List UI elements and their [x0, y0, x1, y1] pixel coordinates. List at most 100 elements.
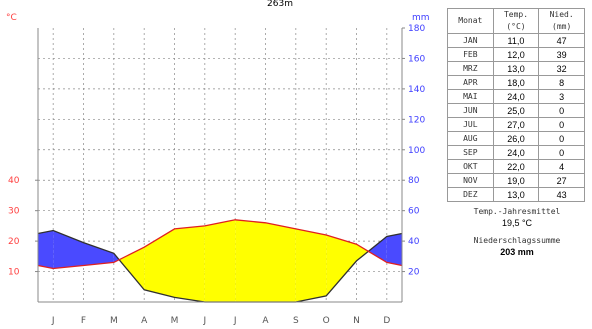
table-cell-month: APR — [447, 75, 494, 90]
table-cell-temp: 12,0 — [492, 47, 540, 62]
table-row: JUL 27,0 0 — [447, 117, 585, 132]
month-tick-label: J — [233, 316, 237, 326]
table-cell-precip: 0 — [538, 131, 585, 146]
right-tick-label: 20 — [408, 268, 420, 278]
table-cell-month: MAI — [447, 89, 494, 104]
climate-table: Monat Temp. (°C) Nied. (mm) JAN 11,0 47 FEB… — [447, 8, 585, 202]
month-tick-label: J — [203, 316, 207, 326]
right-tick-label: 140 — [408, 85, 425, 95]
table-cell-precip: 27 — [538, 173, 585, 188]
table-cell-precip: 3 — [538, 89, 585, 104]
right-tick-label: 60 — [408, 207, 420, 217]
table-cell-precip: 0 — [538, 103, 585, 118]
table-cell-precip: 0 — [538, 145, 585, 160]
table-cell-month: JUL — [447, 117, 494, 132]
humid-period-area — [368, 236, 387, 263]
table-cell-temp: 13,0 — [492, 61, 540, 76]
table-cell-month: AUG — [447, 131, 494, 146]
right-tick-label: 120 — [408, 115, 425, 125]
arid-period-area — [144, 228, 175, 298]
table-cell-temp: 24,0 — [492, 89, 540, 104]
climate-chart: 263m °C mm 10203040204060801001201401601… — [6, 0, 430, 326]
table-row: SEP 24,0 0 — [447, 145, 585, 160]
chart-title: 263m — [267, 0, 293, 9]
left-tick-label: 20 — [8, 237, 20, 247]
table-cell-month: MRZ — [447, 61, 494, 76]
month-tick-label: A — [262, 316, 269, 326]
table-cell-month: SEP — [447, 145, 494, 160]
temperature-curve — [37, 219, 403, 270]
month-tick-label: A — [141, 316, 148, 326]
table-cell-month: DEZ — [447, 187, 494, 202]
table-cell-precip: 32 — [538, 61, 585, 76]
chart-fills — [38, 219, 402, 302]
table-row: DEZ 13,0 43 — [447, 187, 585, 202]
chart-tick-labels: 10 20 30 40 20 40 60 80 100 120 140 160 180 J F M A M J J A S… — [8, 24, 425, 326]
right-tick-label: 80 — [408, 176, 420, 186]
table-cell-precip: 4 — [538, 159, 585, 174]
arid-period-area — [235, 219, 266, 302]
table-cell-temp: 22,0 — [492, 159, 540, 174]
table-cell-temp: 19,0 — [492, 173, 540, 188]
right-tick-label: 100 — [408, 146, 425, 156]
humid-period-area — [38, 230, 54, 269]
month-tick-label: F — [81, 316, 86, 326]
humid-period-area — [386, 233, 402, 266]
table-cell-precip: 39 — [538, 47, 585, 62]
table-cell-temp: 18,0 — [492, 75, 540, 90]
humid-period-area — [83, 242, 114, 266]
precip-sum-value: 203 mm — [500, 247, 534, 257]
month-tick-label: M — [171, 316, 179, 326]
month-tick-label: D — [383, 316, 390, 326]
table-cell-precip: 43 — [538, 187, 585, 202]
temp-mean-label: Temp.-Jahresmittel — [473, 207, 561, 216]
table-row: JUN 25,0 0 — [447, 103, 585, 118]
table-row: MRZ 13,0 32 — [447, 61, 585, 76]
arid-period-area — [265, 222, 296, 302]
header-month: Monat — [447, 8, 494, 34]
arid-period-area — [204, 219, 236, 302]
header-temp: Temp. (°C) — [492, 8, 540, 34]
month-tick-label: N — [353, 316, 360, 326]
table-cell-temp: 13,0 — [492, 187, 540, 202]
header-precip: Nied. (mm) — [538, 8, 585, 34]
month-tick-label: M — [110, 316, 118, 326]
climate-data-panel: Monat Temp. (°C) Nied. (mm) JAN 11,0 47 FEB… — [447, 8, 587, 326]
temp-mean-value: 19,5 °C — [501, 218, 533, 228]
table-cell-month: JUN — [447, 103, 494, 118]
month-tick-label: J — [51, 316, 55, 326]
table-cell-temp: 25,0 — [492, 103, 540, 118]
arid-period-area — [295, 228, 327, 302]
left-axis-unit: °C — [6, 13, 17, 23]
right-tick-label: 180 — [408, 24, 425, 34]
table-cell-month: NOV — [447, 173, 494, 188]
table-row: FEB 12,0 39 — [447, 47, 585, 62]
arid-period-area — [119, 247, 145, 290]
arid-period-area — [326, 235, 357, 296]
chart-axes: 263m °C mm — [6, 0, 430, 303]
table-header-row: Monat Temp. (°C) Nied. (mm) — [447, 8, 585, 34]
left-tick-label: 40 — [8, 176, 20, 186]
month-tick-label: O — [323, 316, 330, 326]
table-cell-month: FEB — [447, 47, 494, 62]
table-cell-precip: 47 — [538, 33, 585, 48]
table-row: AUG 26,0 0 — [447, 131, 585, 146]
table-body: JAN 11,0 47 FEB 12,0 39 MRZ 13,0 32 APR 18,0 8 MAI 24… — [447, 33, 585, 202]
table-row: OKT 22,0 4 — [447, 159, 585, 174]
right-tick-label: 40 — [408, 237, 420, 247]
table-cell-temp: 24,0 — [492, 145, 540, 160]
left-tick-label: 10 — [8, 268, 20, 278]
right-tick-label: 160 — [408, 54, 425, 64]
table-cell-temp: 26,0 — [492, 131, 540, 146]
table-row: JAN 11,0 47 — [447, 33, 585, 48]
right-axis-unit: mm — [412, 13, 430, 23]
table-row: NOV 19,0 27 — [447, 173, 585, 188]
table-cell-temp: 11,0 — [492, 33, 540, 48]
left-tick-label: 30 — [8, 207, 20, 217]
table-cell-precip: 8 — [538, 75, 585, 90]
precip-sum-label: Niederschlagssumme — [473, 236, 561, 245]
table-cell-month: OKT — [447, 159, 494, 174]
arid-period-area — [356, 244, 369, 261]
month-tick-label: S — [293, 316, 299, 326]
table-row: APR 18,0 8 — [447, 75, 585, 90]
